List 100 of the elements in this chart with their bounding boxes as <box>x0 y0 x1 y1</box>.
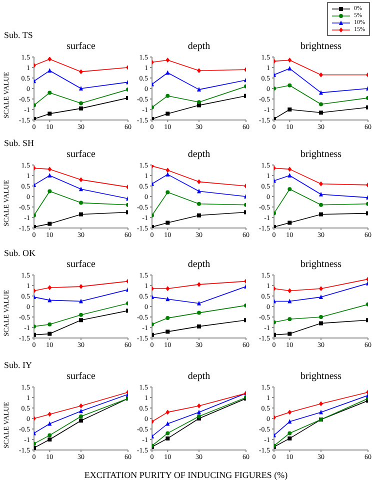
chart-title: brightness <box>299 371 343 382</box>
point <box>48 57 52 62</box>
point <box>48 298 52 302</box>
point <box>79 414 83 418</box>
point <box>197 179 201 184</box>
point <box>79 403 83 408</box>
chart-title: surface <box>66 149 96 160</box>
point <box>48 332 52 336</box>
line-series <box>34 278 128 294</box>
point <box>79 177 83 182</box>
point <box>288 58 292 63</box>
point <box>197 282 201 287</box>
point <box>79 408 83 414</box>
point <box>288 66 292 71</box>
line-series <box>274 166 368 188</box>
point <box>197 202 201 206</box>
point <box>288 298 292 304</box>
line-series <box>152 84 246 110</box>
point <box>197 403 201 408</box>
point <box>288 173 292 178</box>
chart-title: depth <box>186 259 212 270</box>
line-series <box>274 66 368 95</box>
point <box>319 192 323 196</box>
point <box>48 412 52 417</box>
text: Sub. TS <box>4 30 33 40</box>
point <box>79 86 83 90</box>
line-series <box>34 390 128 421</box>
point <box>79 101 83 106</box>
point <box>166 190 170 194</box>
point <box>166 421 170 426</box>
point <box>319 410 323 414</box>
point <box>288 83 292 88</box>
point <box>197 213 201 218</box>
point <box>166 168 170 173</box>
chart-title: brightness <box>299 259 343 270</box>
line-series <box>34 287 128 304</box>
text: Sub. SH <box>4 138 34 148</box>
line-series <box>34 68 128 90</box>
point <box>288 166 292 172</box>
line-series <box>34 57 128 74</box>
text: Sub. OK <box>4 248 36 258</box>
point <box>288 220 292 225</box>
point <box>319 401 323 406</box>
point <box>288 410 292 415</box>
point <box>48 322 52 326</box>
chart-title: depth <box>186 149 212 160</box>
point <box>48 90 52 95</box>
point <box>166 410 170 415</box>
point <box>79 284 83 290</box>
point <box>197 414 201 418</box>
point <box>79 318 83 322</box>
point <box>48 433 52 438</box>
chart-title: surface <box>66 259 96 270</box>
point <box>288 288 292 294</box>
point <box>166 330 170 334</box>
line-series <box>34 173 128 201</box>
line-series <box>152 284 246 306</box>
point <box>166 70 170 75</box>
point <box>166 286 170 292</box>
point <box>48 438 52 442</box>
point <box>319 202 323 207</box>
line-series <box>152 165 246 188</box>
point <box>48 421 52 426</box>
point <box>79 418 83 423</box>
line-series <box>274 390 368 420</box>
text: Sub. IY <box>4 360 32 370</box>
point <box>166 436 170 440</box>
point <box>166 58 170 63</box>
point <box>288 419 292 424</box>
point <box>197 68 201 74</box>
line-series <box>274 302 368 324</box>
point <box>319 102 323 106</box>
point <box>288 317 292 322</box>
point <box>319 110 323 115</box>
point <box>288 187 292 192</box>
point <box>48 166 52 172</box>
line-series <box>152 70 246 92</box>
point <box>197 410 201 414</box>
point <box>288 108 292 112</box>
point <box>319 294 323 300</box>
chart-title: brightness <box>299 149 343 160</box>
point <box>48 189 52 194</box>
point <box>79 298 83 304</box>
chart-title: depth <box>186 371 212 382</box>
point <box>197 100 201 104</box>
point <box>48 68 52 73</box>
x-axis-title: EXCITATION PURITY OF INDUCING FIGURES (%) <box>83 470 289 480</box>
point <box>166 431 170 436</box>
chart-title: brightness <box>299 41 343 52</box>
line-series <box>152 58 246 74</box>
chart-title: depth <box>186 41 212 52</box>
point <box>48 173 52 178</box>
point <box>166 220 170 225</box>
point <box>79 186 83 192</box>
line-series <box>274 83 368 106</box>
line-series <box>152 303 246 326</box>
point <box>197 103 201 108</box>
point <box>197 188 201 194</box>
point <box>197 324 201 328</box>
point <box>319 286 323 292</box>
